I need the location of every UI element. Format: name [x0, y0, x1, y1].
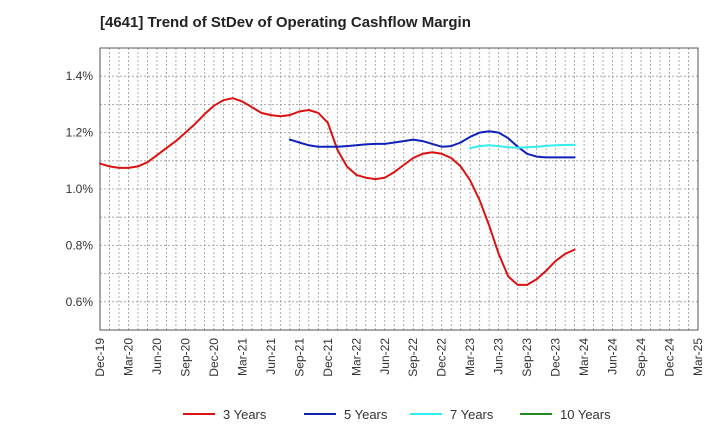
x-tick-label: Dec-20	[207, 338, 221, 377]
x-tick-label: Dec-21	[321, 338, 335, 377]
x-tick-label: Jun-21	[264, 338, 278, 375]
series-line-3-years	[99, 97, 576, 286]
legend-label: 7 Years	[450, 407, 494, 422]
x-tick-label: Sep-20	[178, 338, 192, 377]
series-layer	[99, 97, 576, 286]
x-tick-label: Dec-22	[435, 338, 449, 377]
grid	[100, 48, 698, 330]
y-tick-label: 0.8%	[66, 238, 94, 252]
x-tick-label: Jun-22	[378, 338, 392, 375]
x-tick-label: Mar-24	[577, 338, 591, 376]
x-tick-label: Jun-20	[150, 338, 164, 375]
plot-frame	[99, 47, 699, 331]
x-axis: Dec-19 Mar-20 Jun-20 Sep-20 Dec-20 Mar-21 Jun-…	[93, 338, 705, 377]
x-tick-label: Jun-24	[606, 338, 620, 375]
y-tick-label: 1.2%	[66, 126, 94, 140]
x-tick-label: Dec-24	[663, 338, 677, 377]
x-tick-label: Sep-24	[634, 338, 648, 377]
x-tick-label: Dec-23	[549, 338, 563, 377]
x-tick-label: Mar-20	[121, 338, 135, 376]
y-axis: 0.6% 0.8% 1.0% 1.2% 1.4%	[66, 69, 94, 309]
x-tick-label: Mar-22	[349, 338, 363, 376]
series-line-7-years	[469, 143, 576, 150]
x-tick-label: Mar-25	[691, 338, 705, 376]
chart-title: [4641] Trend of StDev of Operating Cashf…	[100, 14, 471, 31]
legend-label: 5 Years	[344, 407, 388, 422]
legend-label: 3 Years	[223, 407, 267, 422]
x-tick-label: Dec-19	[93, 338, 107, 377]
legend-label: 10 Years	[560, 407, 611, 422]
series-line-5-years	[288, 130, 576, 159]
x-tick-label: Jun-23	[492, 338, 506, 375]
y-tick-label: 1.0%	[66, 182, 94, 196]
x-tick-label: Sep-21	[292, 338, 306, 377]
y-tick-label: 0.6%	[66, 295, 94, 309]
legend: 3 Years 5 Years 7 Years 10 Years	[183, 407, 611, 422]
x-tick-label: Sep-22	[406, 338, 420, 377]
y-tick-label: 1.4%	[66, 69, 94, 83]
x-tick-label: Sep-23	[520, 338, 534, 377]
x-tick-label: Mar-23	[463, 338, 477, 376]
x-tick-label: Mar-21	[235, 338, 249, 376]
